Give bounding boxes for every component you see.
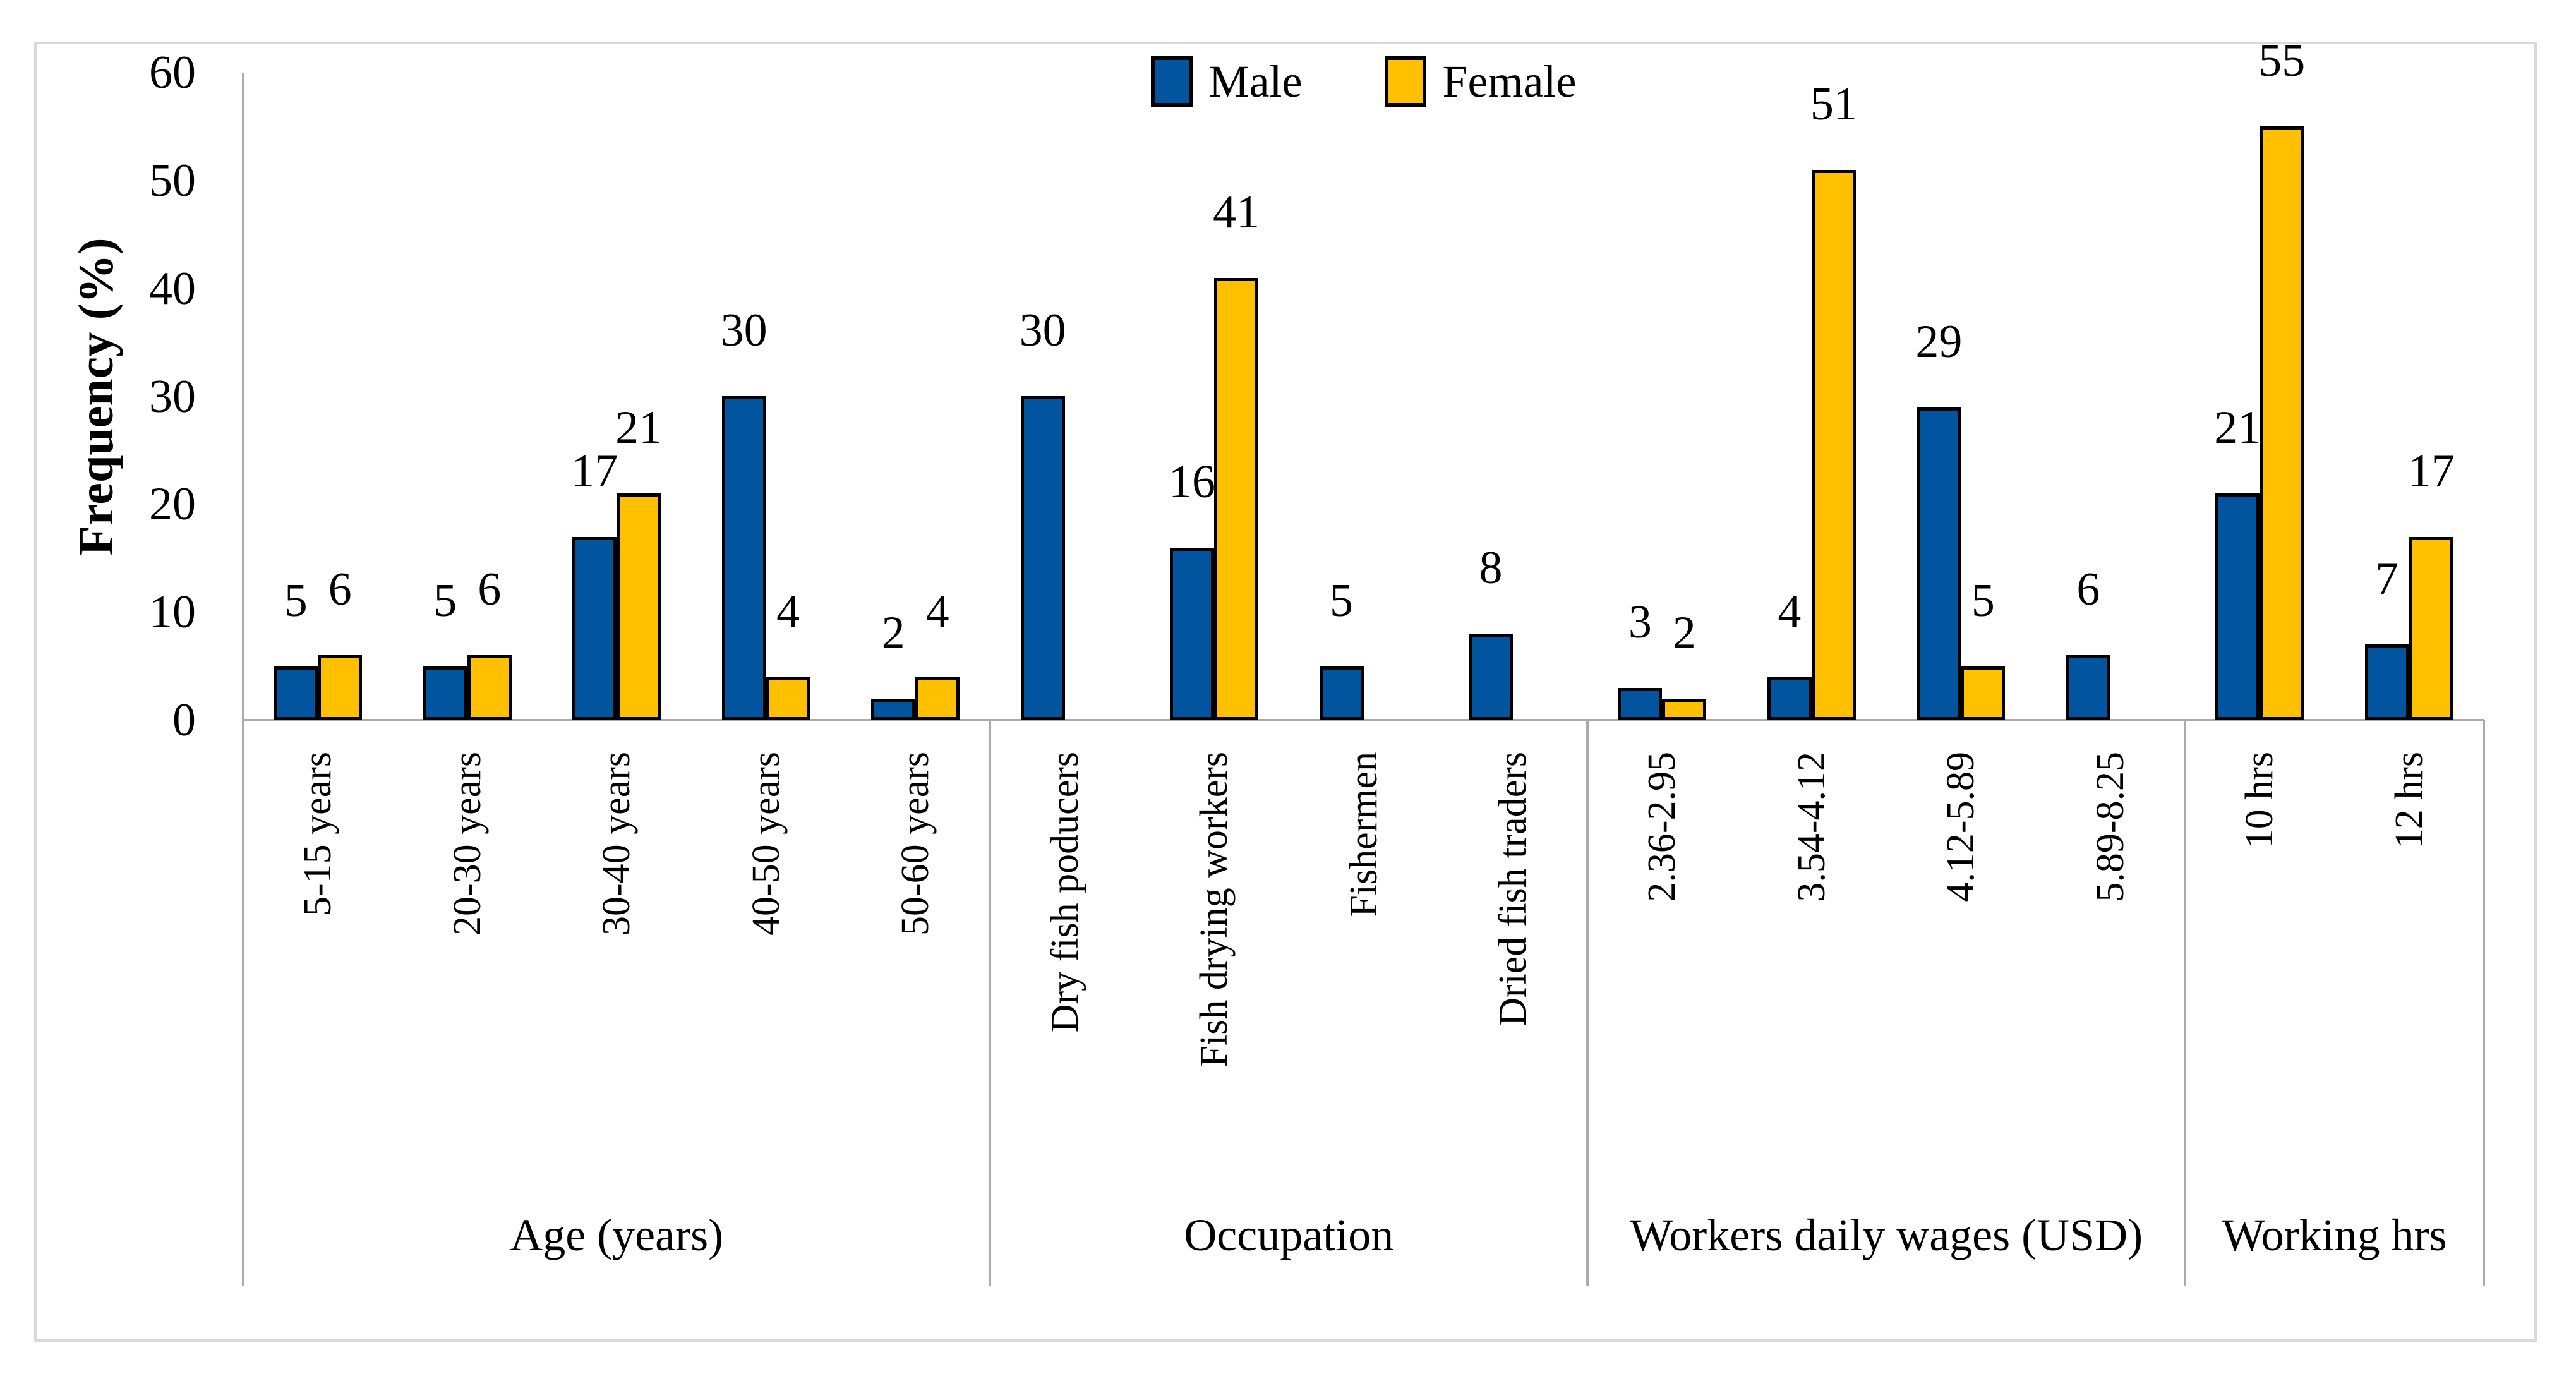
bar-male	[1170, 548, 1215, 720]
value-label-male: 5	[433, 575, 457, 627]
category-label: Fishermen	[1342, 752, 1385, 917]
value-label-male: 7	[2375, 553, 2399, 605]
bar-male	[2364, 644, 2409, 720]
bar-male	[1020, 396, 1065, 720]
value-label-female: 6	[478, 564, 502, 615]
value-label-male: 4	[1778, 586, 1802, 637]
value-label-female: 55	[2258, 35, 2306, 87]
category-label: 3.54-4.12	[1790, 752, 1833, 902]
value-label-male: 16	[1169, 456, 1216, 508]
value-label-female: 21	[615, 402, 663, 454]
bar-male	[1767, 677, 1812, 720]
y-tick-label: 50	[149, 154, 196, 207]
y-axis-line	[242, 73, 244, 1286]
category-label: 10 hrs	[2238, 752, 2282, 849]
value-label-male: 3	[1628, 596, 1652, 648]
category-label: 5.89-8.25	[2088, 752, 2132, 902]
legend-swatch-female	[1384, 56, 1426, 107]
category-label: 12 hrs	[2387, 752, 2431, 849]
value-label-female: 4	[925, 586, 949, 637]
group-divider	[2483, 720, 2485, 1286]
y-tick-label: 10	[149, 586, 196, 639]
category-label: 20-30 years	[445, 752, 489, 936]
bar-female	[1662, 699, 1707, 720]
legend-swatch-male	[1150, 56, 1193, 107]
value-label-female: 17	[2407, 445, 2455, 497]
category-label: 30-40 years	[595, 752, 639, 936]
value-label-male: 5	[284, 575, 308, 627]
category-label: 40-50 years	[744, 752, 788, 936]
bar-female	[2260, 126, 2304, 720]
value-label-male: 29	[1915, 316, 1963, 368]
bar-female	[1214, 278, 1259, 720]
bar-female	[915, 677, 960, 720]
value-label-female: 51	[1810, 78, 1857, 130]
legend: Male Female	[243, 54, 2484, 109]
bar-male	[1917, 407, 1961, 720]
category-label: Dry fish poducers	[1043, 752, 1086, 1033]
category-label: 2.36-2.95	[1640, 752, 1684, 902]
value-label-female: 6	[328, 564, 352, 615]
value-label-male: 30	[720, 305, 767, 356]
bar-male	[721, 396, 766, 720]
group-divider	[2184, 720, 2187, 1286]
y-tick-label: 0	[172, 694, 196, 746]
bar-male	[1319, 666, 1364, 720]
category-label: 4.12-5.89	[1939, 752, 1983, 902]
legend-label-male: Male	[1208, 56, 1303, 107]
group-divider	[1586, 720, 1589, 1286]
y-tick-label: 30	[149, 370, 196, 423]
bar-male	[423, 666, 467, 720]
x-axis-line	[243, 719, 2484, 721]
bar-female	[318, 655, 363, 720]
category-label: Fish drying workers	[1193, 752, 1236, 1068]
bar-female	[1961, 666, 2006, 720]
group-label: Workers daily wages (USD)	[1630, 1210, 2143, 1260]
bar-male	[572, 537, 617, 720]
bar-male	[1618, 688, 1663, 720]
category-label: 5-15 years	[296, 752, 340, 916]
value-label-female: 4	[776, 586, 800, 637]
legend-entry-male: Male	[1150, 56, 1303, 107]
bar-male	[871, 699, 916, 720]
y-tick-label: 20	[149, 478, 196, 531]
bar-male	[274, 666, 318, 720]
value-label-female: 5	[1971, 575, 1995, 627]
y-tick-label: 60	[149, 47, 196, 99]
bar-female	[766, 677, 810, 720]
value-label-male: 21	[2214, 402, 2261, 454]
value-label-male: 5	[1330, 575, 1353, 627]
group-label: Age (years)	[510, 1210, 724, 1260]
bar-female	[1811, 170, 1856, 720]
legend-entry-female: Female	[1384, 56, 1577, 107]
bar-male	[2066, 655, 2110, 720]
group-divider	[989, 720, 992, 1286]
bar-female	[2409, 537, 2453, 720]
legend-label-female: Female	[1442, 56, 1577, 107]
value-label-male: 2	[881, 607, 905, 659]
value-label-male: 30	[1019, 305, 1066, 356]
y-tick-label: 40	[149, 262, 196, 315]
bar-male	[1468, 634, 1513, 720]
value-label-female: 2	[1672, 607, 1696, 659]
category-label: Dried fish traders	[1491, 752, 1534, 1026]
group-label: Working hrs	[2222, 1210, 2447, 1260]
value-label-male: 6	[2076, 564, 2100, 615]
bar-female	[467, 655, 512, 720]
bar-female	[617, 493, 661, 720]
value-label-female: 41	[1213, 186, 1260, 238]
value-label-male: 17	[571, 445, 618, 497]
value-label-male: 8	[1479, 542, 1503, 594]
category-label: 50-60 years	[894, 752, 937, 936]
group-label: Occupation	[1184, 1210, 1394, 1260]
bar-male	[2215, 493, 2260, 720]
